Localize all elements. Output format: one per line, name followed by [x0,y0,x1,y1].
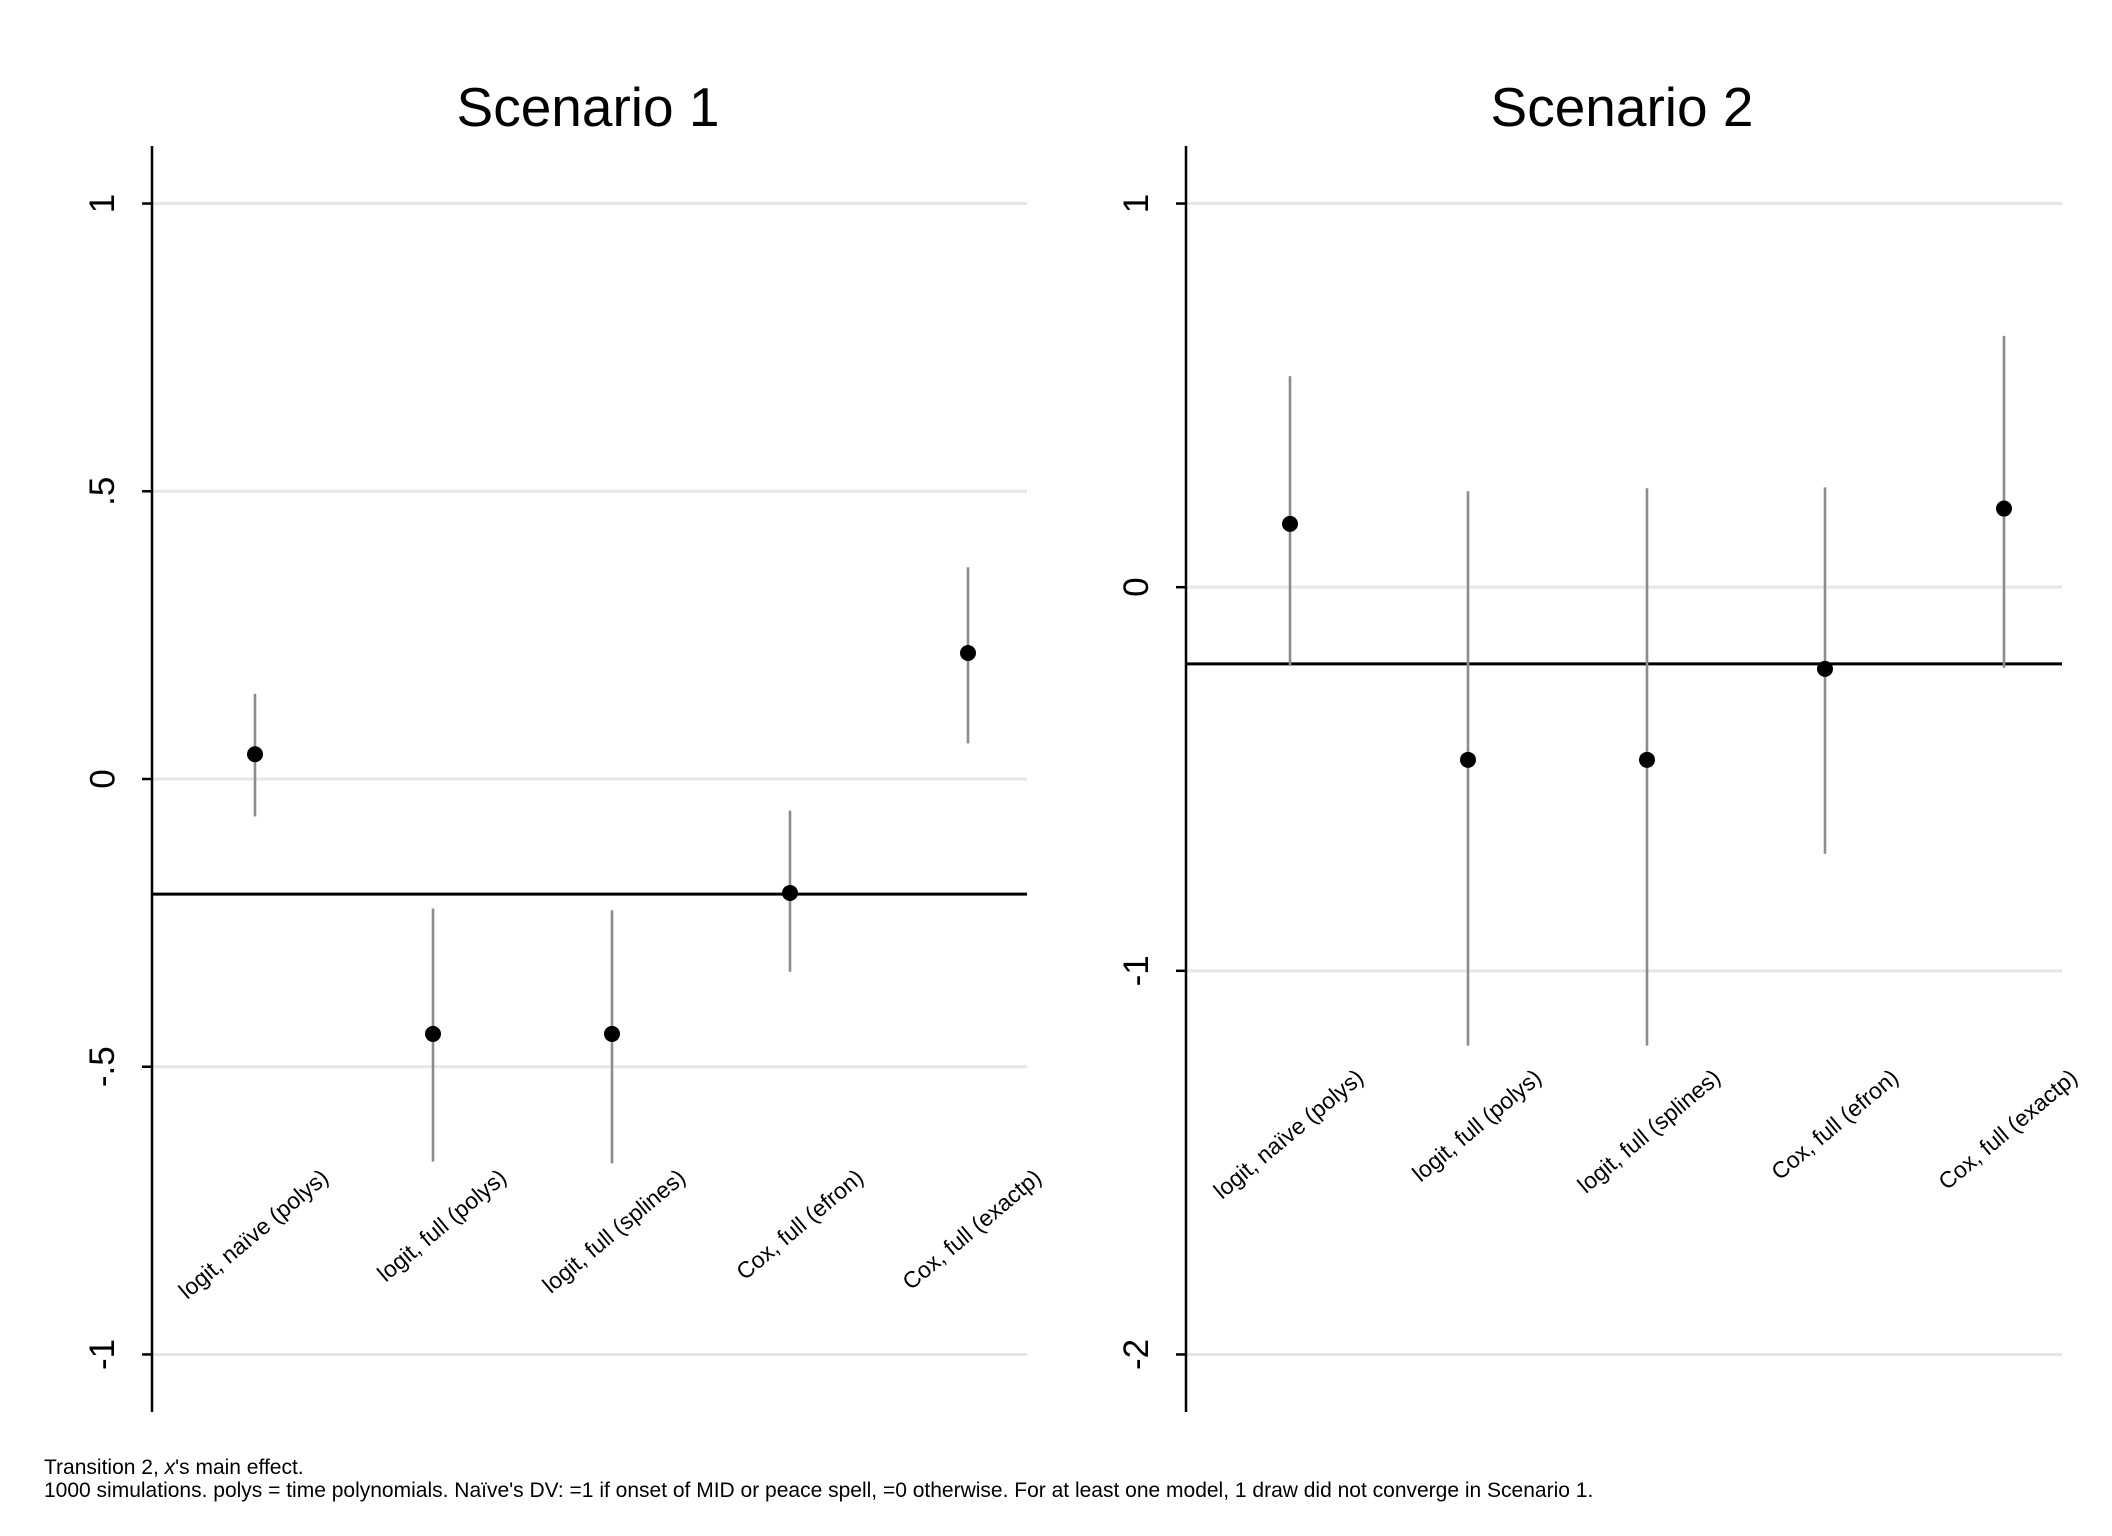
point-estimate [782,884,798,901]
panel-scenario-1: Scenario 1 1 .5 0 -.5 -1 logit, naïve (polys) l… [83,76,1046,1412]
point-estimate [1639,751,1655,768]
point-estimate [604,1025,620,1042]
y-tick-label: 1 [1117,194,1156,213]
category-label: Cox, full (exactp) [1933,1064,2082,1195]
y-tick-label: -1 [1117,955,1156,986]
panel-scenario-2: Scenario 2 1 0 -1 -2 logit, naïve (polys) logi… [1117,76,2082,1412]
note-line-2: 1000 simulations. polys = time polynomia… [44,1479,1593,1502]
category-label: logit, naïve (polys) [1209,1064,1369,1204]
point-estimate [425,1025,441,1042]
chart-title: Scenario 2 [1491,76,1754,138]
y-tick-label: 0 [1117,577,1156,596]
point-estimate [247,746,263,763]
y-tick-label: 0 [83,769,122,788]
category-label: logit, full (splines) [1572,1064,1725,1198]
y-tick-label: -.5 [83,1046,122,1087]
category-label: Cox, full (efron) [1766,1064,1903,1185]
point-estimate [1460,751,1476,768]
chart-title: Scenario 1 [457,76,720,138]
category-label: logit, naïve (polys) [174,1164,334,1304]
point-estimate [1282,515,1298,532]
y-tick-label: 1 [83,194,122,213]
category-label: logit, full (splines) [537,1164,690,1298]
y-tick-label: -2 [1117,1339,1156,1370]
y-tick-label: .5 [83,477,122,506]
point-estimate [1817,660,1833,677]
point-estimate [1996,500,2012,517]
y-tick-label: -1 [83,1339,122,1370]
category-label: logit, full (polys) [372,1164,511,1287]
category-label: Cox, full (exactp) [897,1164,1046,1295]
category-label: logit, full (polys) [1407,1064,1546,1187]
point-estimate [960,644,976,661]
note-line-1: Transition 2, x's main effect. [44,1456,304,1479]
category-label: Cox, full (efron) [731,1164,868,1285]
